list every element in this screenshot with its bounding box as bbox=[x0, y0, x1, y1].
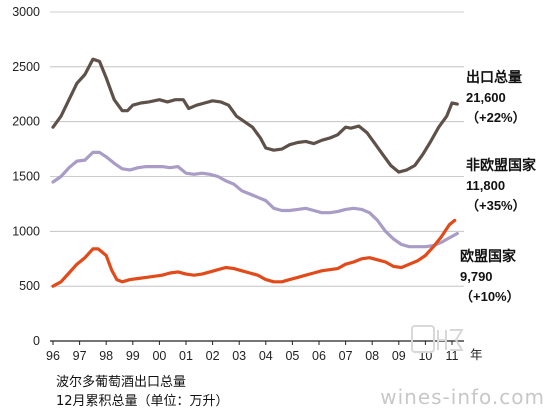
x-tick-label: 02 bbox=[206, 349, 220, 363]
gridlines bbox=[50, 11, 464, 342]
x-tick-label: 05 bbox=[285, 349, 299, 363]
x-axis-ticks: 96 97 98 99 00 01 02 03 04 05 06 07 08 09 10 11 年 bbox=[46, 341, 483, 363]
x-tick-label: 98 bbox=[99, 349, 113, 363]
watermark-text: wines-info.com bbox=[380, 385, 545, 409]
annotation-non-eu-change: （+35%） bbox=[466, 198, 526, 213]
watermark-logo bbox=[411, 325, 464, 353]
y-tick-label: 2000 bbox=[12, 115, 40, 129]
x-tick-label: 97 bbox=[73, 349, 87, 363]
x-tick-label: 06 bbox=[312, 349, 326, 363]
x-tick-label: 96 bbox=[46, 349, 60, 363]
y-tick-label: 0 bbox=[33, 334, 40, 348]
x-tick-label: 04 bbox=[259, 349, 273, 363]
annotation-total-value: 21,600 bbox=[466, 90, 506, 105]
annotation-eu-name: 欧盟国家 bbox=[460, 249, 516, 265]
x-tick-label: 03 bbox=[232, 349, 246, 363]
y-tick-label: 3000 bbox=[12, 5, 40, 19]
x-tick-label: 00 bbox=[152, 349, 166, 363]
caption-title: 波尔多葡萄酒出口总量 bbox=[56, 375, 187, 390]
x-tick-label: 01 bbox=[179, 349, 193, 363]
annotation-total: 出口总量 21,600 （+22%） bbox=[466, 68, 526, 128]
y-tick-label: 2500 bbox=[12, 60, 40, 74]
x-tick-label: 08 bbox=[365, 349, 379, 363]
annotation-total-name: 出口总量 bbox=[466, 70, 522, 86]
annotation-eu: 欧盟国家 9,790 （+10%） bbox=[460, 247, 520, 307]
x-axis-unit: 年 bbox=[470, 348, 483, 362]
x-tick-label: 07 bbox=[339, 349, 353, 363]
annotation-non-eu-value: 11,800 bbox=[466, 178, 506, 193]
caption-subtitle: 12月累积总量（单位：万升） bbox=[56, 394, 229, 409]
x-tick-label: 99 bbox=[126, 349, 140, 363]
annotation-eu-value: 9,790 bbox=[460, 269, 493, 284]
y-tick-label: 1000 bbox=[12, 224, 40, 238]
y-tick-label: 500 bbox=[19, 279, 40, 293]
y-tick-label: 1500 bbox=[12, 170, 40, 184]
annotation-non-eu: 非欧盟国家 11,800 （+35%） bbox=[466, 156, 536, 216]
series-lines bbox=[51, 57, 459, 288]
annotation-eu-change: （+10%） bbox=[460, 289, 520, 304]
x-tick-label: 09 bbox=[392, 349, 406, 363]
y-axis-ticks: 0 500 1000 1500 2000 2500 3000 bbox=[12, 5, 40, 348]
annotation-total-change: （+22%） bbox=[466, 110, 526, 125]
x-tick-label: 11 bbox=[446, 349, 459, 363]
annotation-non-eu-name: 非欧盟国家 bbox=[466, 158, 536, 174]
series-line-1 bbox=[51, 150, 459, 249]
series-line-0 bbox=[51, 57, 459, 174]
series-line-2 bbox=[51, 218, 457, 288]
